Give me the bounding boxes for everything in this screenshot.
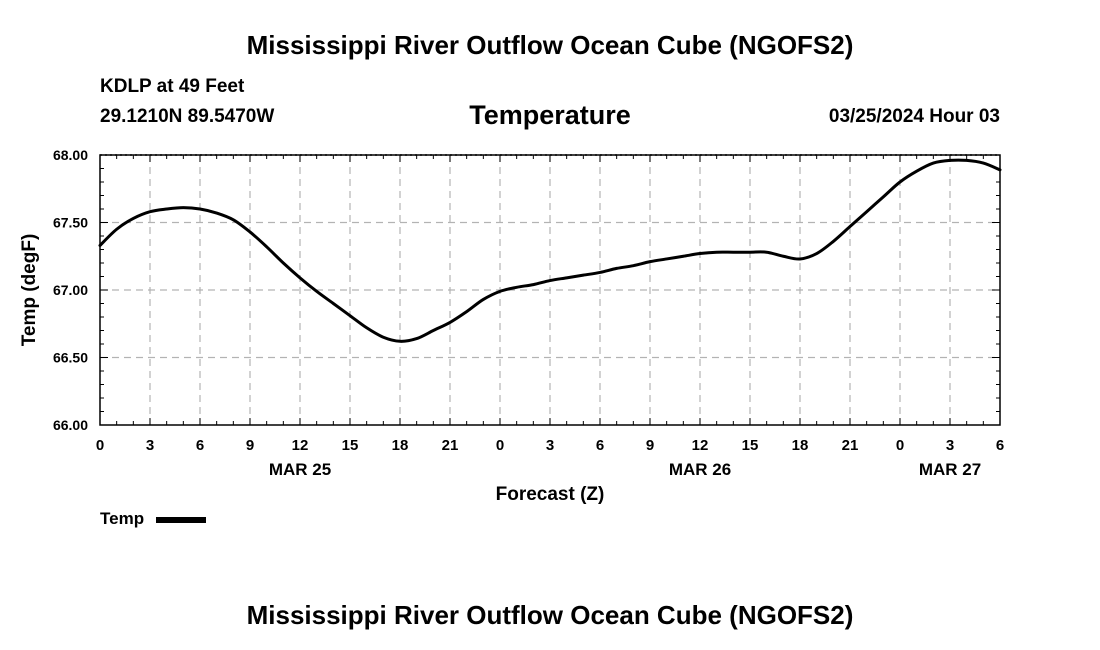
coordinates-label: 29.1210N 89.5470W bbox=[100, 106, 275, 127]
x-tick-label: 21 bbox=[442, 437, 459, 454]
x-tick-label: 18 bbox=[392, 437, 409, 454]
x-tick-label: 6 bbox=[596, 437, 604, 454]
station-label: KDLP at 49 Feet bbox=[100, 76, 245, 97]
datetime-label: 03/25/2024 Hour 03 bbox=[828, 106, 1000, 127]
x-tick-label: 6 bbox=[996, 437, 1004, 454]
temp-series-line bbox=[98, 158, 1002, 343]
main-title: Mississippi River Outflow Ocean Cube (NG… bbox=[246, 30, 854, 60]
y-tick-label: 66.50 bbox=[53, 350, 88, 366]
x-tick-label: 0 bbox=[896, 437, 904, 454]
x-tick-label: 18 bbox=[792, 437, 809, 454]
x-tick-label: 21 bbox=[842, 437, 859, 454]
x-tick-label: 15 bbox=[742, 437, 759, 454]
x-tick-label: 12 bbox=[292, 437, 309, 454]
date-label: MAR 27 bbox=[919, 460, 981, 479]
x-tick-label: 3 bbox=[146, 437, 154, 454]
x-tick-label: 6 bbox=[196, 437, 204, 454]
x-tick-label: 9 bbox=[646, 437, 654, 454]
x-axis-title: Forecast (Z) bbox=[496, 484, 605, 505]
x-tick-label: 3 bbox=[946, 437, 954, 454]
x-tick-label: 9 bbox=[246, 437, 254, 454]
x-tick-label: 3 bbox=[546, 437, 554, 454]
x-tick-label: 12 bbox=[692, 437, 709, 454]
plot-frame bbox=[99, 154, 1001, 426]
y-axis-title: Temp (degF) bbox=[19, 234, 40, 347]
y-tick-label: 68.00 bbox=[53, 147, 88, 163]
legend: Temp bbox=[100, 509, 207, 529]
x-tick-label: 0 bbox=[496, 437, 504, 454]
date-label: MAR 26 bbox=[669, 460, 731, 479]
y-tick-label: 67.00 bbox=[53, 282, 88, 298]
chart-title: Temperature bbox=[469, 100, 631, 130]
y-tick-label: 67.50 bbox=[53, 215, 88, 231]
x-tick-label: 0 bbox=[96, 437, 104, 454]
legend-swatch bbox=[156, 517, 207, 523]
x-tick-label: 15 bbox=[342, 437, 359, 454]
grid-layer bbox=[100, 154, 1000, 425]
label-layer: 0 3 6 9 12 15 18 21 0 3 6 9 12 15 18 21 0 3 6 66.00 66.50 67.… bbox=[53, 147, 1004, 479]
tick-layer bbox=[99, 154, 1001, 426]
y-tick-label: 66.00 bbox=[53, 417, 88, 433]
footer-title: Mississippi River Outflow Ocean Cube (NG… bbox=[246, 600, 854, 630]
date-label: MAR 25 bbox=[269, 460, 331, 479]
legend-label: Temp bbox=[100, 509, 145, 528]
